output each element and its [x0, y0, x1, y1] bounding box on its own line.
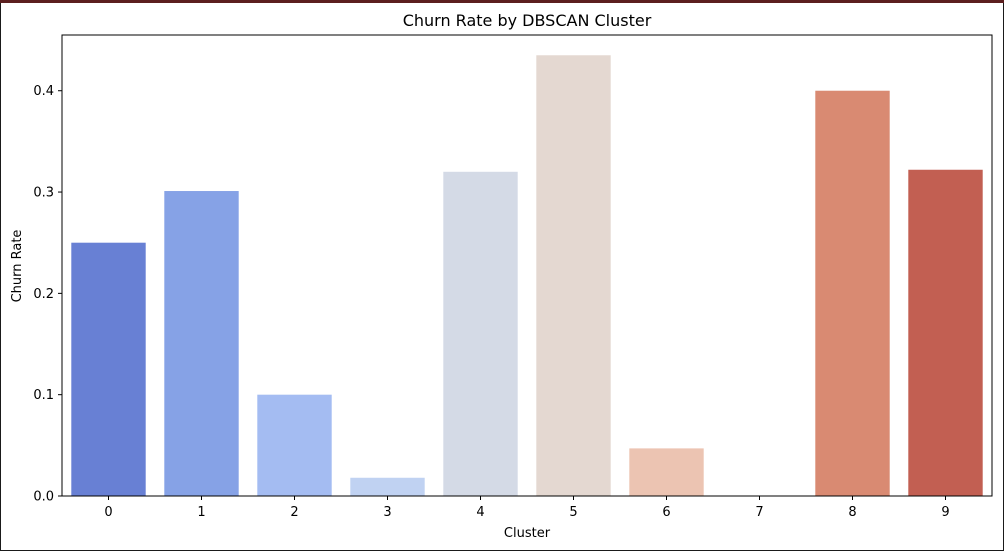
y-axis-label: Churn Rate [10, 230, 25, 303]
plot-area-border [61, 34, 993, 497]
x-tick-label: 1 [197, 505, 205, 520]
bars-group [71, 55, 983, 496]
x-tick-label: 4 [476, 505, 484, 520]
bar-cluster-8 [815, 90, 890, 496]
bar-cluster-2 [257, 394, 332, 496]
x-tick-label: 5 [569, 505, 577, 520]
y-tick-label: 0.0 [33, 490, 54, 505]
y-tick-label: 0.2 [33, 287, 54, 302]
bar-cluster-1 [164, 191, 239, 496]
bar-cluster-3 [350, 477, 425, 496]
y-tick-label: 0.4 [33, 84, 54, 99]
y-axis: 0.0 0.1 0.2 0.3 0.4 [33, 84, 62, 505]
y-tick-label: 0.3 [33, 186, 54, 201]
bar-cluster-4 [443, 171, 518, 496]
bar-cluster-6 [629, 448, 704, 496]
x-axis: 0 1 2 3 4 5 6 7 8 9 [104, 496, 950, 520]
y-tick-label: 0.1 [33, 388, 54, 403]
x-tick-label: 3 [383, 505, 391, 520]
x-tick-label: 2 [290, 505, 298, 520]
chart-title: Churn Rate by DBSCAN Cluster [403, 11, 652, 30]
bar-cluster-0 [71, 242, 146, 496]
x-tick-label: 6 [662, 505, 670, 520]
x-tick-label: 8 [848, 505, 856, 520]
x-tick-label: 9 [941, 505, 949, 520]
bar-cluster-9 [908, 169, 983, 496]
x-axis-label: Cluster [504, 526, 551, 541]
window-top-edge [0, 0, 1004, 3]
bar-cluster-5 [536, 55, 611, 496]
x-tick-label: 7 [755, 505, 763, 520]
x-tick-label: 0 [104, 505, 112, 520]
